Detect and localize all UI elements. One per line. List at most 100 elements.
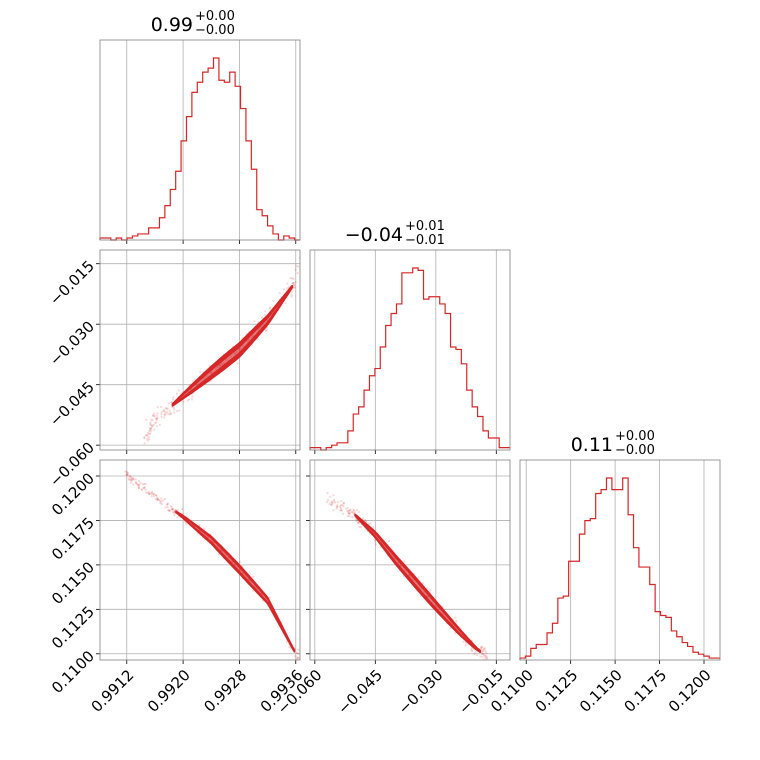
scatter-point xyxy=(148,427,151,431)
scatter-point xyxy=(210,371,213,374)
scatter-point xyxy=(484,650,487,653)
scatter-point xyxy=(156,405,159,409)
ytick-label-p2-1: 0.1125 xyxy=(48,603,98,653)
scatter-point xyxy=(335,505,338,508)
scatter-point xyxy=(480,651,483,654)
scatter-point xyxy=(155,496,159,499)
scatter-point xyxy=(153,493,156,496)
scatter-point xyxy=(130,481,133,484)
scatter-point xyxy=(480,646,483,649)
scatter-point xyxy=(485,655,488,658)
scatter-point xyxy=(470,648,473,652)
scatter-point xyxy=(278,292,281,295)
scatter-point xyxy=(351,515,354,519)
scatter-point xyxy=(137,485,141,488)
scatter-point xyxy=(173,411,176,414)
scatter-point xyxy=(265,329,268,332)
histogram-p0 xyxy=(99,57,300,241)
scatter-panel-0 xyxy=(99,249,301,451)
scatter-point xyxy=(149,428,152,431)
scatter-point xyxy=(293,286,296,289)
density-contour-0-3 xyxy=(171,285,293,406)
scatter-point xyxy=(348,509,351,512)
scatter-point xyxy=(162,409,165,413)
xtick-label-p0-0: 0.9912 xyxy=(88,666,138,716)
scatter-point xyxy=(339,504,343,507)
scatter-point xyxy=(135,482,138,485)
scatter-point xyxy=(146,491,149,495)
scatter-point xyxy=(353,509,356,512)
scatter-point xyxy=(359,525,363,529)
title-upper-p0: +0.00 xyxy=(195,9,235,24)
scatter-point xyxy=(236,362,239,365)
scatter-point xyxy=(234,352,237,355)
scatter-point xyxy=(152,495,156,498)
scatter-point xyxy=(264,310,267,313)
scatter-point xyxy=(176,516,179,519)
scatter-point xyxy=(167,509,170,512)
scatter-point xyxy=(347,510,350,513)
scatter-panel-2 xyxy=(309,459,511,661)
scatter-point xyxy=(154,493,158,497)
scatter-point xyxy=(247,338,250,342)
scatter-point xyxy=(159,502,162,505)
scatter-group-1 xyxy=(124,470,300,660)
scatter-point xyxy=(149,427,152,430)
scatter-point xyxy=(166,502,170,505)
title-lower-p1: −0.01 xyxy=(405,233,445,248)
scatter-point xyxy=(290,293,293,297)
scatter-point xyxy=(350,510,354,514)
ytick-label-p2-2: 0.1150 xyxy=(48,558,98,608)
scatter-point xyxy=(266,326,269,330)
scatter-point xyxy=(335,507,338,510)
scatter-point xyxy=(282,288,285,291)
scatter-point xyxy=(150,492,153,495)
scatter-point xyxy=(294,280,297,284)
scatter-point xyxy=(351,511,354,514)
scatter-point xyxy=(355,519,358,522)
scatter-point xyxy=(293,281,296,285)
scatter-point xyxy=(163,409,166,412)
scatter-point xyxy=(145,491,148,494)
scatter-point xyxy=(144,434,147,437)
scatter-point xyxy=(264,329,267,332)
scatter-point xyxy=(482,649,485,652)
scatter-point xyxy=(341,512,345,515)
scatter-point xyxy=(251,589,254,592)
title-upper-p2: +0.00 xyxy=(615,429,655,444)
scatter-point xyxy=(146,431,150,435)
scatter-point xyxy=(125,473,128,477)
scatter-point xyxy=(374,539,377,543)
scatter-point xyxy=(238,561,242,564)
scatter-point xyxy=(288,645,291,649)
scatter-point xyxy=(286,287,289,290)
scatter-point xyxy=(167,402,170,405)
scatter-point xyxy=(126,472,129,475)
scatter-point xyxy=(355,519,359,522)
scatter-point xyxy=(182,400,185,403)
scatter-point xyxy=(291,277,294,280)
scatter-point xyxy=(221,362,224,366)
scatter-point xyxy=(429,588,432,592)
scatter-point xyxy=(171,508,174,511)
histogram-panel-p0 xyxy=(99,39,301,241)
scatter-point xyxy=(169,412,172,415)
scatter-point xyxy=(233,562,236,566)
scatter-point xyxy=(358,525,361,529)
scatter-point xyxy=(222,362,226,365)
title-upper-p1: +0.01 xyxy=(405,219,445,234)
scatter-point xyxy=(160,413,163,416)
xtick-label-p1-1: −0.045 xyxy=(334,666,386,718)
scatter-point xyxy=(216,365,220,369)
scatter-point xyxy=(454,616,457,619)
scatter-point xyxy=(153,415,156,418)
scatter-point xyxy=(148,422,152,426)
scatter-point xyxy=(140,488,143,491)
scatter-point xyxy=(352,508,355,511)
scatter-point xyxy=(166,505,169,509)
scatter-point xyxy=(481,650,484,653)
scatter-point xyxy=(330,501,333,504)
scatter-point xyxy=(165,503,169,506)
scatter-point xyxy=(292,286,295,289)
